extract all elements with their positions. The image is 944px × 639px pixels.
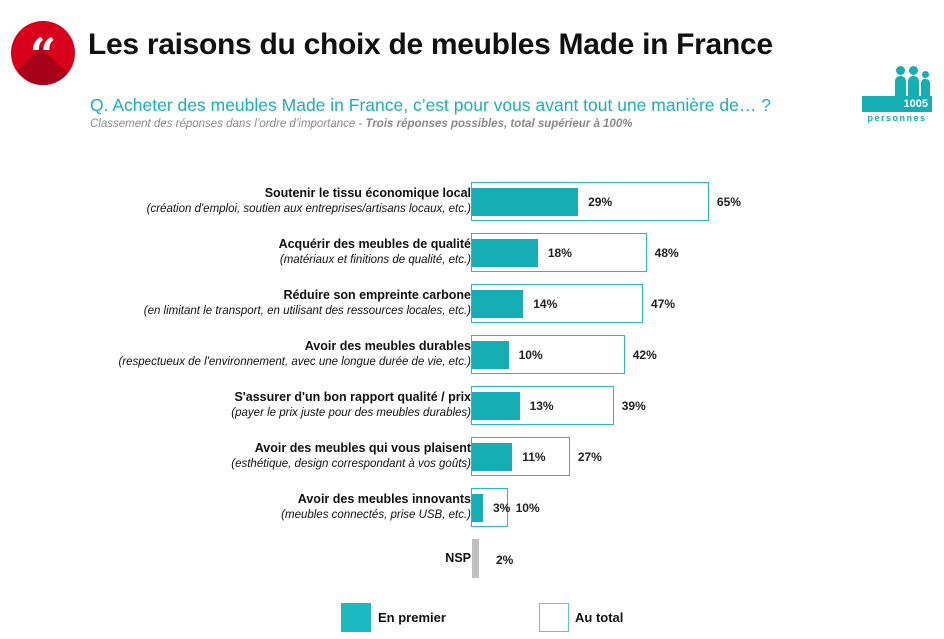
subtitle-plain: Classement des réponses dans l’ordre d’i… (90, 118, 366, 130)
value-label-en-premier: 10% (518, 348, 543, 362)
bar-nsp (472, 539, 480, 578)
value-label-en-premier: 11% (522, 450, 546, 464)
category-detail: (meubles connectés, prise USB, etc.) (281, 509, 471, 521)
survey-question: Q. Acheter des meubles Made in France, c… (90, 95, 771, 115)
category-label: Acquérir des meubles de qualité (278, 237, 471, 251)
category-label: Avoir des meubles qui vous plaisent (254, 441, 471, 455)
quote-logo-icon: “ (11, 21, 75, 85)
bar-en-premier (472, 443, 513, 471)
category-detail: (payer le prix juste pour des meubles du… (231, 407, 471, 419)
value-label-au-total: 47% (651, 297, 676, 311)
sample-count: 1005 (903, 98, 928, 110)
value-label-en-premier: 29% (588, 195, 613, 209)
value-label-au-total: 39% (621, 399, 646, 413)
survey-subtitle: Classement des réponses dans l’ordre d’i… (90, 118, 632, 130)
category-label: Avoir des meubles durables (304, 339, 471, 353)
category-label: Soutenir le tissu économique local (264, 186, 471, 200)
bar-en-premier (472, 188, 579, 216)
category-label-nsp: NSP (445, 551, 471, 565)
category-label: S'assurer d'un bon rapport qualité / pri… (234, 390, 471, 404)
bar-en-premier (472, 290, 524, 318)
category-detail: (respectueux de l'environnement, avec un… (118, 356, 471, 368)
value-label-en-premier: 18% (547, 246, 572, 260)
value-label-au-total: 65% (716, 195, 741, 209)
value-label-au-total: 48% (654, 246, 679, 260)
category-label: Réduire son empreinte carbone (283, 288, 471, 302)
value-label-au-total: 10% (515, 501, 540, 515)
value-label-nsp: 2% (496, 553, 514, 567)
value-label-en-premier: 14% (533, 297, 558, 311)
page-title: Les raisons du choix de meubles Made in … (88, 28, 773, 61)
sample-label: personnes (867, 113, 927, 123)
value-label-au-total: 42% (632, 348, 657, 362)
bar-en-premier (472, 494, 483, 522)
sample-size-badge: 1005 personnes (862, 66, 932, 126)
legend-label-en-premier: En premier (378, 610, 446, 625)
category-detail: (création d'emploi, soutien aux entrepri… (146, 203, 471, 215)
bar-en-premier (472, 392, 520, 420)
subtitle-bold: Trois réponses possibles, total supérieu… (365, 118, 633, 130)
quote-glyph: “ (29, 28, 57, 82)
legend-label-au-total: Au total (575, 610, 624, 625)
bar-en-premier (472, 239, 538, 267)
value-label-en-premier: 13% (529, 399, 554, 413)
category-detail: (en limitant le transport, en utilisant … (143, 305, 471, 317)
category-detail: (matériaux et finitions de qualité, etc.… (279, 254, 471, 266)
category-label: Avoir des meubles innovants (297, 492, 471, 506)
bar-en-premier (472, 341, 509, 369)
legend-swatch-en-premier (341, 603, 371, 632)
value-label-au-total: 27% (577, 450, 602, 464)
sample-bar (862, 96, 932, 112)
legend-swatch-au-total (539, 603, 569, 632)
category-detail: (esthétique, design correspondant à vos … (231, 458, 471, 470)
value-label-en-premier: 3% (492, 501, 511, 515)
